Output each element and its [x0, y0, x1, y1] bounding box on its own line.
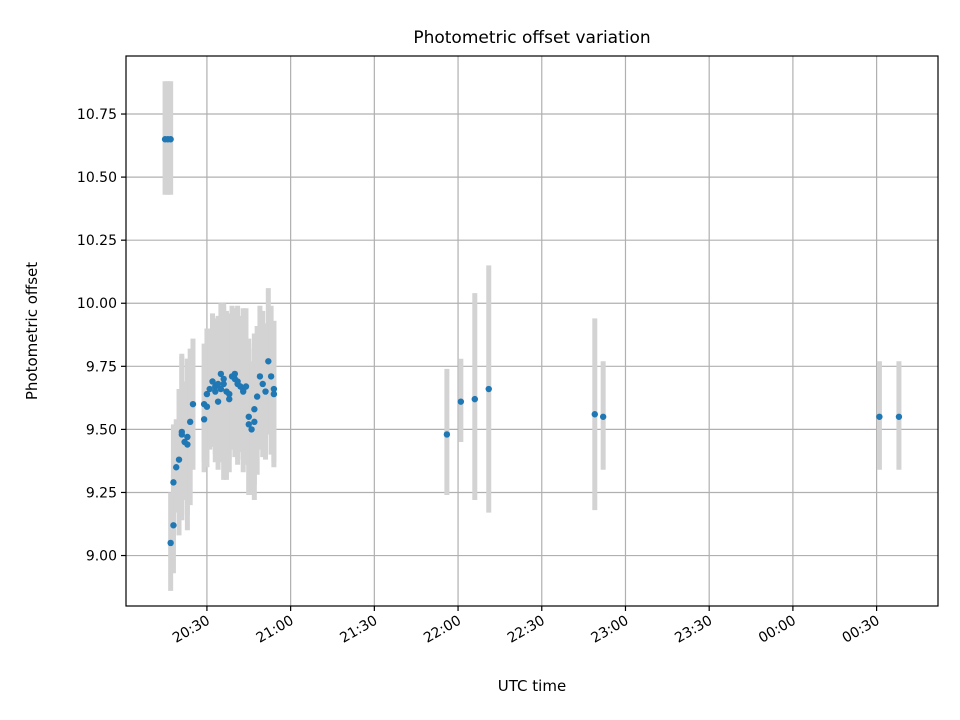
data-point	[178, 431, 186, 438]
data-point	[253, 393, 261, 400]
data-point	[175, 456, 183, 463]
data-point	[173, 464, 180, 471]
x-axis-label: UTC time	[498, 677, 566, 695]
data-point	[184, 433, 191, 441]
data-point	[214, 380, 222, 388]
data-point	[242, 383, 250, 390]
data-point	[471, 395, 478, 403]
y-tick-label: 9.25	[86, 485, 117, 501]
y-tick-label: 10.50	[77, 170, 117, 186]
data-point	[457, 398, 465, 405]
data-point	[184, 441, 191, 448]
data-point	[270, 390, 278, 398]
data-point	[251, 406, 258, 413]
data-point	[203, 403, 211, 410]
y-axis-label: Photometric offset	[23, 262, 41, 400]
data-point	[217, 370, 225, 378]
data-point	[265, 358, 272, 365]
data-point	[245, 421, 252, 428]
data-point	[245, 413, 252, 420]
data-points	[161, 136, 903, 547]
y-tick-label: 9.50	[86, 422, 117, 438]
data-point	[220, 380, 227, 388]
y-tick-label: 9.00	[86, 549, 117, 565]
data-point	[267, 373, 275, 380]
chart-title: Photometric offset variation	[413, 28, 650, 48]
data-point	[167, 136, 174, 143]
data-point	[239, 388, 247, 395]
y-tick-label: 9.75	[86, 359, 117, 375]
data-point	[217, 385, 225, 393]
data-point	[209, 378, 216, 385]
data-point	[876, 413, 883, 420]
data-point	[226, 390, 233, 398]
data-point	[170, 522, 177, 529]
data-point	[591, 411, 598, 418]
data-point	[170, 479, 177, 486]
data-point	[259, 380, 266, 388]
data-point	[206, 385, 213, 393]
data-point	[189, 400, 197, 408]
data-point	[251, 418, 258, 426]
data-point	[167, 539, 174, 547]
data-point	[214, 398, 222, 405]
data-point	[256, 373, 264, 380]
data-point	[262, 388, 269, 395]
data-point	[231, 370, 239, 378]
data-point	[220, 375, 227, 383]
data-point	[599, 413, 607, 420]
y-tick-label: 10.75	[77, 107, 117, 123]
data-point	[485, 385, 492, 393]
data-point	[895, 413, 903, 420]
y-tick-label: 10.00	[77, 296, 117, 312]
data-point	[248, 426, 255, 433]
data-point	[212, 388, 219, 395]
data-point	[203, 390, 211, 398]
y-tick-label: 10.25	[77, 233, 117, 249]
data-point	[443, 431, 451, 438]
data-point	[200, 416, 208, 423]
plot-frame	[125, 55, 939, 607]
data-point	[186, 418, 194, 426]
data-point	[226, 395, 233, 403]
data-point	[270, 385, 278, 393]
